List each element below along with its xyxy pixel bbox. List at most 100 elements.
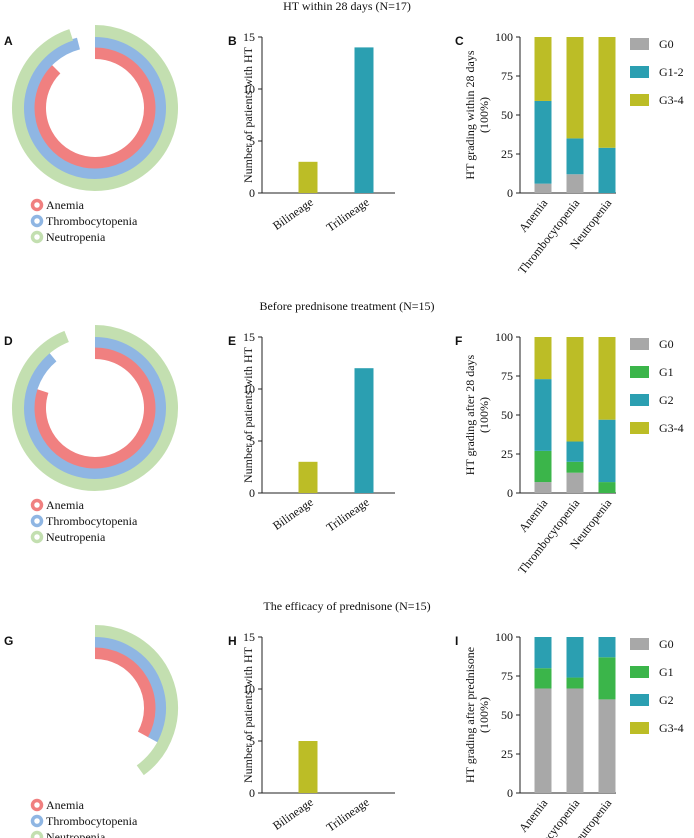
y-tick-label: 0 bbox=[507, 486, 513, 500]
y-axis-label: HT grading within 28 days bbox=[463, 50, 477, 179]
y-axis-label-unit: (100%) bbox=[477, 397, 491, 433]
x-tick-label: Bilineage bbox=[270, 495, 316, 533]
legend-marker-anemia bbox=[30, 198, 44, 212]
y-tick-label: 50 bbox=[501, 108, 513, 122]
ring-thrombocytopenia bbox=[22, 335, 168, 481]
segment-thrombocytopenia-g1 bbox=[566, 677, 584, 689]
legend-label-g1: G1 bbox=[659, 665, 674, 679]
legend-swatch-g3-4 bbox=[630, 94, 649, 106]
segment-anemia-g2 bbox=[534, 637, 552, 669]
legend-swatch-g3-4 bbox=[630, 422, 649, 434]
legend-label-thrombocytopenia: Thrombocytopenia bbox=[46, 514, 138, 528]
y-tick-label: 5 bbox=[249, 734, 255, 748]
ring-thrombocytopenia bbox=[22, 35, 168, 181]
y-axis-label: Number of patients with HT bbox=[241, 646, 255, 783]
legend-swatch-g0 bbox=[630, 38, 649, 50]
legend-swatch-g1-2 bbox=[630, 66, 649, 78]
legend-label-thrombocytopenia: Thrombocytopenia bbox=[46, 814, 138, 828]
legend-marker-thrombocytopenia bbox=[30, 814, 44, 828]
legend-label-g0: G0 bbox=[659, 37, 674, 51]
panel-letter: E bbox=[228, 334, 236, 348]
ring-anemia bbox=[34, 347, 156, 469]
y-axis-label-unit: (100%) bbox=[477, 97, 491, 133]
segment-thrombocytopenia-g1-2 bbox=[566, 138, 584, 175]
y-tick-label: 50 bbox=[501, 708, 513, 722]
legend-label-g1-2: G1-2 bbox=[659, 65, 684, 79]
legend-swatch-g3-4 bbox=[630, 722, 649, 734]
bar-bilineage bbox=[298, 461, 318, 493]
y-tick-label: 75 bbox=[501, 669, 513, 683]
legend-label-g1: G1 bbox=[659, 365, 674, 379]
y-tick-label: 25 bbox=[501, 147, 513, 161]
y-tick-label: 75 bbox=[501, 369, 513, 383]
y-axis-label: HT grading after 28 days bbox=[463, 354, 477, 475]
bar-trilineage bbox=[354, 368, 374, 493]
legend-swatch-g2 bbox=[630, 694, 649, 706]
y-tick-label: 0 bbox=[507, 186, 513, 200]
ring-anemia bbox=[34, 47, 156, 169]
y-tick-label: 100 bbox=[495, 630, 513, 644]
segment-neutropenia-g1 bbox=[598, 482, 616, 493]
legend-marker-thrombocytopenia bbox=[30, 214, 44, 228]
legend-label-g0: G0 bbox=[659, 637, 674, 651]
legend-label-neutropenia: Neutropenia bbox=[46, 230, 106, 244]
segment-thrombocytopenia-g0 bbox=[566, 688, 584, 793]
legend-swatch-g0 bbox=[630, 338, 649, 350]
row-title: HT within 28 days (N=17) bbox=[283, 0, 411, 13]
segment-anemia-g1 bbox=[534, 668, 552, 689]
legend-label-anemia: Anemia bbox=[46, 198, 85, 212]
legend-label-anemia: Anemia bbox=[46, 798, 85, 812]
x-tick-label: Trilineage bbox=[324, 195, 372, 235]
legend-label-g2: G2 bbox=[659, 693, 674, 707]
legend-marker-thrombocytopenia bbox=[30, 514, 44, 528]
panel-letter: D bbox=[4, 334, 13, 348]
y-tick-label: 15 bbox=[243, 30, 255, 44]
y-tick-label: 10 bbox=[243, 82, 255, 96]
segment-thrombocytopenia-g0 bbox=[566, 472, 584, 493]
x-tick-label: Trilineage bbox=[324, 795, 372, 835]
row-3: The efficacy of prednisone (N=15) G Anemia… bbox=[4, 599, 684, 838]
legend-marker-anemia bbox=[30, 498, 44, 512]
panel-letter: I bbox=[455, 634, 458, 648]
ring-anemia bbox=[94, 647, 156, 738]
y-tick-label: 0 bbox=[249, 486, 255, 500]
segment-anemia-g0 bbox=[534, 482, 552, 493]
y-tick-label: 10 bbox=[243, 382, 255, 396]
y-tick-label: 0 bbox=[249, 186, 255, 200]
row-title: The efficacy of prednisone (N=15) bbox=[263, 599, 430, 613]
y-tick-label: 15 bbox=[243, 630, 255, 644]
legend-swatch-g2 bbox=[630, 394, 649, 406]
segment-thrombocytopenia-g2 bbox=[566, 637, 584, 678]
segment-anemia-g3-4 bbox=[534, 37, 552, 101]
y-axis-label: Number of patients with HT bbox=[241, 46, 255, 183]
ring-neutropenia bbox=[12, 325, 178, 491]
segment-neutropenia-g0 bbox=[598, 699, 616, 793]
segment-neutropenia-g3-4 bbox=[598, 37, 616, 148]
ring-neutropenia bbox=[12, 25, 178, 191]
y-axis-label: HT grading after prednisone bbox=[463, 647, 477, 783]
row-2: Before prednisone treatment (N=15) D Anemi… bbox=[4, 299, 684, 577]
legend-marker-neutropenia bbox=[30, 530, 44, 544]
bar-trilineage bbox=[354, 47, 374, 194]
panel-letter: F bbox=[455, 334, 462, 348]
legend-label-g3-4: G3-4 bbox=[659, 93, 684, 107]
segment-thrombocytopenia-g3-4 bbox=[566, 337, 584, 442]
segment-neutropenia-g3-4 bbox=[598, 337, 616, 420]
x-tick-label: Trilineage bbox=[324, 495, 372, 535]
bar-bilineage bbox=[298, 741, 318, 793]
segment-thrombocytopenia-g1 bbox=[566, 461, 584, 473]
legend-label-thrombocytopenia: Thrombocytopenia bbox=[46, 214, 138, 228]
panel-letter: H bbox=[228, 634, 237, 648]
segment-neutropenia-g2 bbox=[598, 637, 616, 658]
segment-neutropenia-g1-2 bbox=[598, 147, 616, 193]
y-axis-label-unit: (100%) bbox=[477, 697, 491, 733]
legend-marker-neutropenia bbox=[30, 230, 44, 244]
segment-thrombocytopenia-g2 bbox=[566, 441, 584, 462]
legend-marker-neutropenia bbox=[30, 830, 44, 838]
legend-label-neutropenia: Neutropenia bbox=[46, 530, 106, 544]
segment-anemia-g3-4 bbox=[534, 337, 552, 380]
segment-neutropenia-g1 bbox=[598, 657, 616, 700]
segment-anemia-g0 bbox=[534, 688, 552, 793]
y-tick-label: 15 bbox=[243, 330, 255, 344]
y-tick-label: 100 bbox=[495, 30, 513, 44]
